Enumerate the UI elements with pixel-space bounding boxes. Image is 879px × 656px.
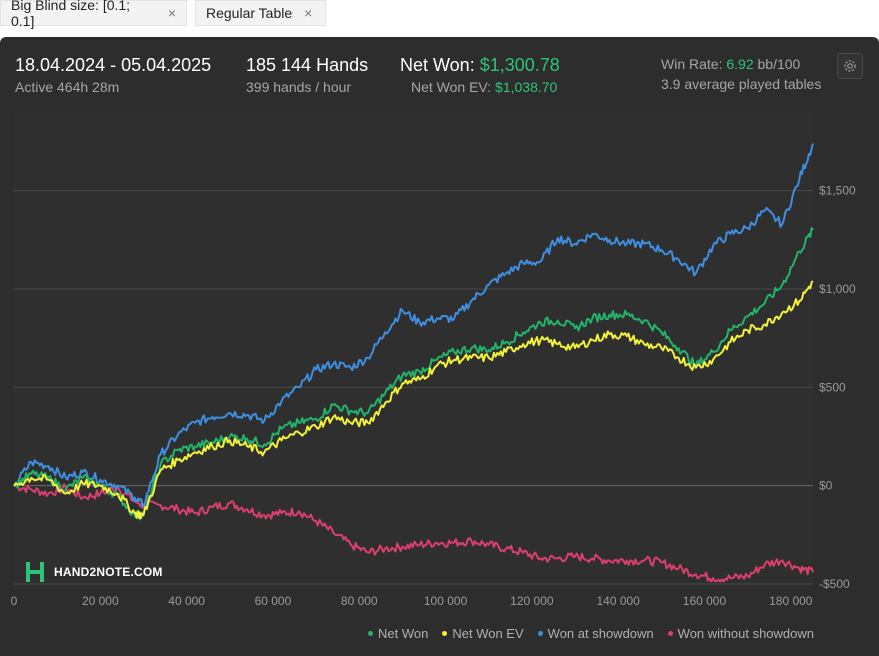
x-tick-label: 40 000: [168, 594, 205, 608]
legend-label: Net Won: [378, 626, 429, 641]
win-rate-label: Win Rate:: [661, 56, 723, 72]
chart: -$500 $0 $500 $1,000 $1,500 0 20 000 40 000 60 0…: [11, 112, 856, 608]
legend-item[interactable]: Won without showdown: [667, 626, 814, 641]
chart-legend: Net Won Net Won EV Won at showdown Won with…: [368, 626, 814, 641]
filter-chip-label: Big Blind size: [0.1; 0.1]: [11, 0, 131, 29]
y-tick-label: $500: [819, 380, 846, 394]
y-tick-label: -$500: [819, 577, 850, 591]
graph-panel: 18.04.2024 - 05.04.2025 Active 464h 28m …: [0, 37, 879, 656]
win-rate-value: 6.92: [726, 56, 754, 72]
legend-item[interactable]: Net Won: [368, 626, 428, 641]
average-tables: 3.9 average played tables: [661, 76, 822, 92]
filter-bar: Big Blind size: [0.1; 0.1] × Regular Tab…: [0, 0, 879, 29]
filter-chip-big-blind[interactable]: Big Blind size: [0.1; 0.1] ×: [0, 0, 187, 29]
series-line-net-won-ev: [13, 280, 814, 519]
win-rate: Win Rate: 6.92 bb/100: [661, 56, 800, 72]
legend-dot: [667, 631, 673, 636]
legend-item[interactable]: Won at showdown: [537, 626, 654, 641]
x-tick-label: 20 000: [82, 594, 119, 608]
legend-dot: [537, 631, 543, 636]
hands-per-hour: 399 hands / hour: [246, 79, 352, 95]
net-won-summary: Net Won: $1,300.78: [400, 55, 560, 76]
active-time: Active 464h 28m: [15, 79, 120, 95]
hands-count: 185 144 Hands: [246, 55, 369, 75]
x-tick-label: 120 000: [510, 594, 554, 608]
x-tick-label: 180 000: [769, 594, 813, 608]
y-tick-label: $1,000: [819, 282, 856, 296]
x-tick-label: 160 000: [683, 594, 727, 608]
legend-dot: [368, 631, 374, 636]
net-won-label: Net Won:: [400, 55, 475, 75]
legend-item[interactable]: Net Won EV: [442, 626, 524, 641]
logo-text: HAND2NOTE.COM: [54, 565, 163, 579]
legend-label: Net Won EV: [452, 626, 524, 641]
net-won-ev-value: $1,038.70: [495, 79, 558, 95]
series-line-won-at-showdown: [14, 143, 814, 508]
close-icon[interactable]: ×: [167, 5, 176, 21]
date-range: 18.04.2024 - 05.04.2025: [15, 55, 212, 75]
x-tick-label: 0: [11, 594, 18, 608]
net-won-ev-summary: Net Won EV: $1,038.70: [411, 79, 557, 95]
x-tick-label: 60 000: [255, 594, 292, 608]
logo-icon: [26, 562, 44, 582]
legend-dot: [442, 631, 448, 636]
win-rate-unit: bb/100: [757, 56, 801, 72]
filter-chip-label: Regular Table: [206, 5, 293, 21]
x-tick-label: 140 000: [596, 594, 640, 608]
net-won-value: $1,300.78: [479, 55, 560, 75]
close-icon[interactable]: ×: [304, 5, 313, 21]
y-tick-label: $0: [819, 479, 833, 493]
y-tick-label: $1,500: [819, 184, 856, 198]
legend-label: Won without showdown: [677, 626, 814, 641]
gear-icon: [844, 60, 856, 72]
x-tick-label: 80 000: [341, 594, 378, 608]
hand2note-logo: HAND2NOTE.COM: [24, 561, 163, 583]
legend-label: Won at showdown: [547, 626, 654, 641]
settings-button[interactable]: [837, 53, 863, 79]
net-won-ev-label: Net Won EV:: [411, 79, 492, 95]
x-tick-label: 100 000: [424, 594, 468, 608]
filter-chip-regular-table[interactable]: Regular Table ×: [195, 0, 326, 26]
